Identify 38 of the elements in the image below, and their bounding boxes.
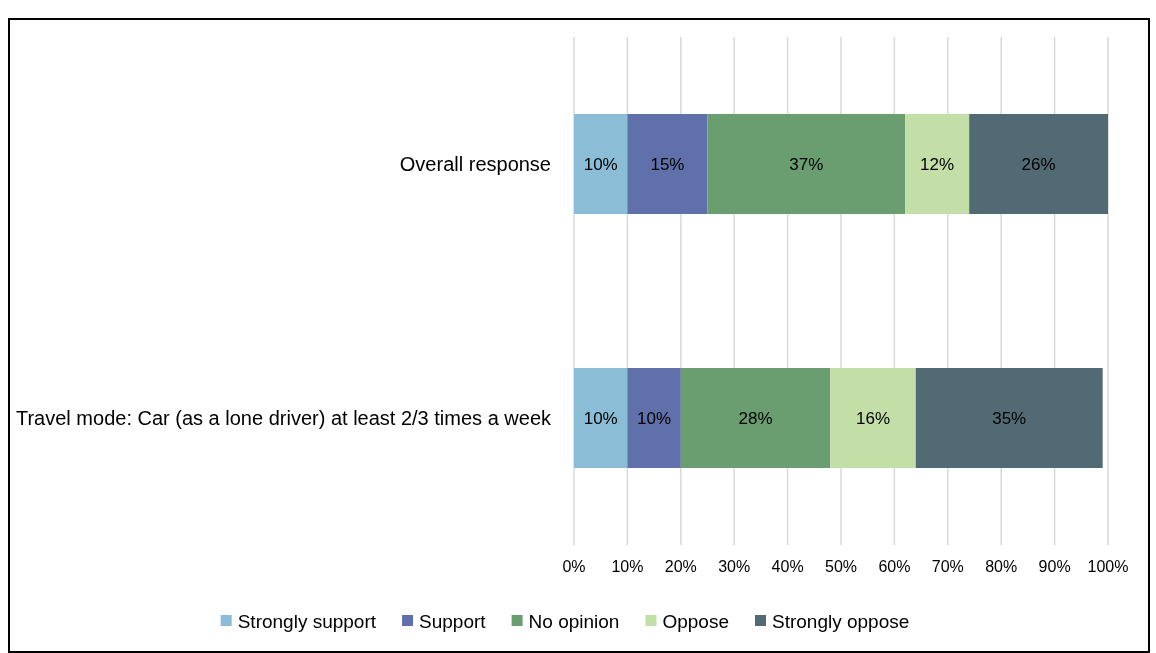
data-label: 37% <box>789 154 824 174</box>
data-label: 10% <box>637 408 672 428</box>
data-label: 12% <box>920 154 955 174</box>
bar <box>915 368 1103 468</box>
data-label: 15% <box>650 154 685 174</box>
x-tick-label: 50% <box>824 557 858 575</box>
y-tick-label: Overall response <box>399 153 551 175</box>
data-label: 10% <box>583 408 618 428</box>
bar <box>969 114 1108 214</box>
bar <box>905 114 970 214</box>
bar <box>830 368 916 468</box>
data-label: 10% <box>583 154 618 174</box>
data-label: 26% <box>1021 154 1056 174</box>
data-label: 16% <box>856 408 891 428</box>
x-tick-label: 20% <box>664 557 697 575</box>
bar <box>574 114 628 214</box>
legend-label: Strongly support <box>237 610 377 632</box>
y-tick-label: Travel mode: Car (as a lone driver) at least 2/3 times a week <box>15 407 552 429</box>
bar <box>680 368 831 468</box>
x-tick-label: 30% <box>718 557 751 575</box>
x-tick-label: 80% <box>985 557 1018 575</box>
data-label: 35% <box>992 408 1027 428</box>
x-tick-label: 90% <box>1038 557 1071 575</box>
data-label: 28% <box>738 408 773 428</box>
x-tick-label: 100% <box>1087 557 1129 575</box>
legend-label: Oppose <box>662 610 729 632</box>
legend-label: Strongly oppose <box>771 610 910 632</box>
x-tick-label: 0% <box>562 557 586 575</box>
x-tick-label: 10% <box>611 557 644 575</box>
x-tick-label: 60% <box>878 557 911 575</box>
x-tick-label: 70% <box>931 557 964 575</box>
bar <box>627 114 708 214</box>
x-tick-label: 40% <box>771 557 804 575</box>
bar <box>707 114 906 214</box>
bar <box>574 368 628 468</box>
legend-label: No opinion <box>528 610 620 632</box>
legend-label: Support <box>419 610 487 632</box>
bar <box>627 368 681 468</box>
